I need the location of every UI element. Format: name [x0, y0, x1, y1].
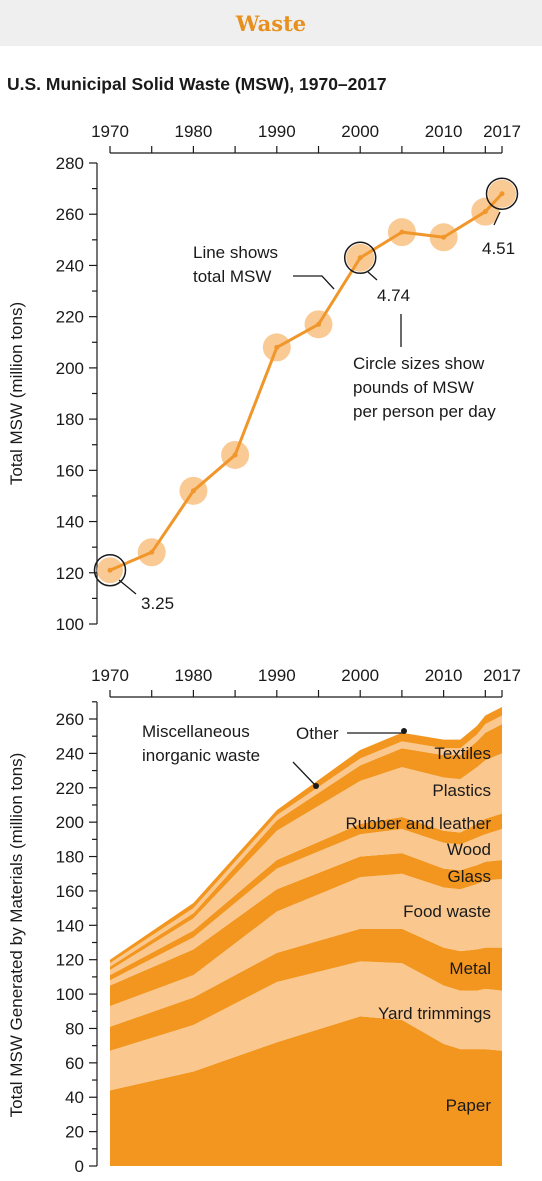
chart1-annotation-line: Line shows	[193, 243, 278, 262]
chart1-x-tick-label: 2000	[341, 122, 379, 141]
chart2-x-tick-label: 1990	[258, 666, 296, 685]
chart1-y-tick-label: 200	[56, 359, 84, 378]
chart1-point	[499, 191, 505, 197]
chart2-y-tick-label: 200	[56, 813, 84, 832]
chart1-point	[274, 344, 280, 350]
chart2-y-tick-label: 0	[75, 1157, 84, 1176]
chart1-annotation-circles: Circle sizes show	[353, 354, 485, 373]
chart1-point	[232, 452, 238, 458]
chart2-area-glass	[110, 853, 502, 1007]
chart2-area-plastics	[110, 753, 502, 976]
chart2-annotation-misc: inorganic waste	[142, 746, 260, 765]
chart1-point	[149, 549, 155, 555]
chart1-y-tick-label: 260	[56, 205, 84, 224]
chart1-y-tick-label: 240	[56, 256, 84, 275]
chart1-point	[482, 209, 488, 215]
chart2-x-tick-label: 2000	[341, 666, 379, 685]
chart1-circle-value-label: 3.25	[141, 594, 174, 613]
chart1-y-tick-label: 100	[56, 615, 84, 634]
chart1-highlight-circle	[485, 177, 519, 210]
chart2-annotation-other: Other	[296, 724, 339, 743]
chart1-x-tick-label: 2017	[483, 122, 521, 141]
chart1-annotation-circles: per person per day	[353, 402, 496, 421]
chart1-annotation-leader	[293, 275, 335, 290]
chart1-y-tick-label: 280	[56, 154, 84, 173]
chart2-y-tick-label: 100	[56, 985, 84, 1004]
chart1-point	[399, 229, 405, 235]
chart1-callout-line	[118, 579, 137, 595]
chart2-series-label: Textiles	[434, 744, 491, 763]
chart1-highlight-circle	[93, 553, 127, 587]
chart2-series-label: Glass	[448, 867, 491, 886]
chart1-y-tick-label: 180	[56, 410, 84, 429]
chart2-series-label: Rubber and leather	[345, 814, 491, 833]
chart2-y-tick-label: 260	[56, 710, 84, 729]
chart1-x-tick-label: 2010	[425, 122, 463, 141]
chart1-y-tick-label: 160	[56, 461, 84, 480]
chart-title: U.S. Municipal Solid Waste (MSW), 1970–2…	[7, 74, 387, 94]
chart2-annotation-misc: Miscellaneous	[142, 722, 250, 741]
chart2-y-axis-title: Total MSW Generated by Materials (millio…	[7, 753, 26, 1118]
chart2-annotation-leader	[292, 761, 317, 787]
chart1-y-axis-title: Total MSW (million tons)	[7, 302, 26, 485]
chart2-x-tick-label: 2010	[425, 666, 463, 685]
chart1-x-tick-label: 1970	[91, 122, 129, 141]
chart2-annotation-dot	[313, 783, 319, 789]
chart1-x-tick-label: 1990	[258, 122, 296, 141]
chart2-series-label: Wood	[447, 840, 491, 859]
chart2-area-textiles	[110, 724, 502, 971]
chart1-callout-line	[367, 271, 378, 281]
chart2-series-label: Metal	[449, 959, 491, 978]
chart1-y-tick-label: 220	[56, 308, 84, 327]
chart1-point	[316, 321, 322, 327]
chart2-series-label: Paper	[446, 1096, 492, 1115]
chart2-area-metal	[110, 928, 502, 1051]
chart2-area-yard-trimmings	[110, 961, 502, 1091]
chart2-series-label: Food waste	[403, 902, 491, 921]
chart1-circle-value-label: 4.74	[377, 286, 410, 305]
chart2-series-label: Plastics	[432, 781, 491, 800]
chart2-y-tick-label: 160	[56, 882, 84, 901]
chart2-area-miscellaneous-inorganic-waste	[110, 715, 502, 967]
chart1-point	[441, 234, 447, 240]
chart2-y-tick-label: 140	[56, 916, 84, 935]
chart1-annotation-circles: pounds of MSW	[353, 378, 474, 397]
banner-title: Waste	[235, 11, 307, 36]
chart1-point	[190, 488, 196, 494]
chart2-y-tick-label: 120	[56, 951, 84, 970]
chart1-y-tick-label: 140	[56, 513, 84, 532]
chart1-y-tick-label: 120	[56, 564, 84, 583]
chart2-x-tick-label: 1970	[91, 666, 129, 685]
chart2-y-tick-label: 40	[65, 1088, 84, 1107]
chart1-annotation-line: total MSW	[193, 267, 271, 286]
chart2-y-tick-label: 240	[56, 744, 84, 763]
chart2-y-tick-label: 220	[56, 779, 84, 798]
chart1-highlight-circle	[343, 241, 377, 275]
chart2-x-tick-label: 2017	[483, 666, 521, 685]
chart2-x-tick-label: 1980	[174, 666, 212, 685]
header-banner	[0, 0, 542, 46]
chart1-point	[107, 567, 113, 573]
chart2-y-tick-label: 20	[65, 1123, 84, 1142]
chart1-callout-line	[493, 211, 501, 226]
chart2-area-wood	[110, 829, 502, 986]
chart2-y-tick-label: 80	[65, 1019, 84, 1038]
chart2-area-paper	[110, 1016, 502, 1166]
chart2-annotation-dot	[401, 728, 407, 734]
chart1-point	[357, 255, 363, 261]
chart1-circle-value-label: 4.51	[482, 239, 515, 258]
chart2-series-label: Yard trimmings	[378, 1004, 491, 1023]
chart1-x-tick-label: 1980	[174, 122, 212, 141]
chart2-area-food-waste	[110, 873, 502, 1027]
chart2-y-tick-label: 180	[56, 848, 84, 867]
chart2-y-tick-label: 60	[65, 1054, 84, 1073]
